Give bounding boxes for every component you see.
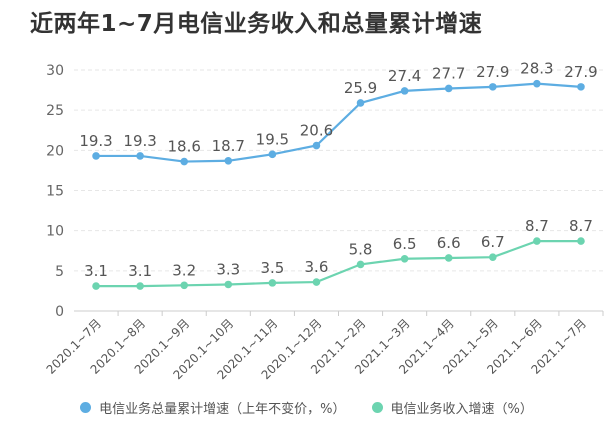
data-point <box>180 281 189 290</box>
data-point <box>533 79 541 88</box>
data-label: 20.6 <box>300 122 333 140</box>
data-point <box>136 152 144 160</box>
data-point <box>268 150 277 159</box>
data-label: 3.2 <box>172 261 196 279</box>
data-point <box>356 260 365 269</box>
data-point <box>136 282 144 290</box>
y-tick-label: 20 <box>46 143 64 159</box>
legend-item-2: 电信业务收入增速（%） <box>371 398 533 417</box>
data-point <box>312 141 321 150</box>
series-line-2 <box>96 240 581 288</box>
data-point <box>577 237 585 245</box>
data-label: 19.3 <box>79 132 112 150</box>
data-point <box>92 152 100 160</box>
y-tick-label: 10 <box>46 224 64 240</box>
data-point <box>180 157 189 166</box>
legend-label: 电信业务收入增速（%） <box>390 402 533 417</box>
data-label: 3.1 <box>84 262 108 280</box>
data-point <box>312 278 321 286</box>
data-label: 6.7 <box>481 233 505 251</box>
data-point <box>577 83 585 91</box>
data-point <box>92 282 100 290</box>
data-label: 27.9 <box>476 63 509 81</box>
series-line-1 <box>96 82 582 163</box>
data-label: 27.4 <box>388 67 421 85</box>
data-point <box>444 84 453 93</box>
legend-item-1: 电信业务总量累计增速（上年不变价，%） <box>80 398 346 417</box>
data-point <box>400 254 409 263</box>
y-tick-label: 30 <box>46 63 64 79</box>
legend-label: 电信业务总量累计增速（上年不变价，%） <box>99 402 346 417</box>
data-label: 3.6 <box>305 258 329 276</box>
data-label: 8.7 <box>569 217 593 235</box>
legend: 电信业务总量累计增速（上年不变价，%） 电信业务收入增速（%） <box>0 398 613 417</box>
data-label: 8.7 <box>525 217 549 235</box>
y-tick-label: 25 <box>46 103 64 119</box>
data-label: 18.6 <box>168 138 201 156</box>
data-label: 5.8 <box>349 240 373 258</box>
data-label: 27.9 <box>564 63 597 81</box>
data-point <box>400 87 409 95</box>
chart-title: 近两年1~7月电信业务收入和总量累计增速 <box>30 11 483 37</box>
legend-marker <box>371 402 383 413</box>
y-tick-label: 15 <box>46 184 64 200</box>
y-tick-label: 5 <box>55 264 64 280</box>
data-point <box>224 280 233 289</box>
data-label: 27.7 <box>432 64 465 82</box>
data-label: 28.3 <box>520 60 553 78</box>
data-label: 3.3 <box>216 260 240 278</box>
data-point <box>356 99 365 107</box>
data-label: 3.5 <box>260 259 284 277</box>
data-label: 6.5 <box>393 235 417 253</box>
data-label: 25.9 <box>344 79 377 97</box>
data-point <box>224 156 233 165</box>
data-point <box>533 237 541 245</box>
data-point <box>488 253 497 261</box>
data-label: 19.5 <box>256 130 289 148</box>
data-label: 3.1 <box>128 262 152 280</box>
legend-marker <box>80 402 92 413</box>
data-label: 18.7 <box>212 137 245 155</box>
data-point <box>268 279 277 287</box>
data-label: 19.3 <box>123 132 156 150</box>
data-point <box>444 254 453 262</box>
data-point <box>488 83 497 91</box>
data-label: 6.6 <box>437 234 461 252</box>
y-tick-label: 0 <box>55 304 64 320</box>
